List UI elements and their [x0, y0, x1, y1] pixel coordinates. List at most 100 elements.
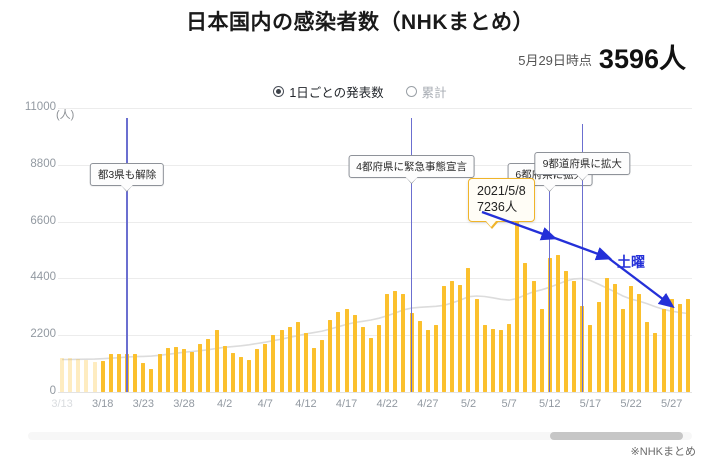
bar[interactable]: [393, 291, 398, 392]
bar[interactable]: [230, 353, 235, 392]
bar[interactable]: [507, 323, 512, 392]
bar[interactable]: [564, 270, 568, 392]
bar[interactable]: [466, 268, 471, 392]
bar[interactable]: [157, 353, 162, 392]
bar[interactable]: [645, 322, 650, 392]
bar[interactable]: [271, 335, 276, 392]
bar[interactable]: [368, 337, 373, 392]
bar[interactable]: [425, 330, 430, 392]
bar[interactable]: [401, 293, 406, 392]
bar[interactable]: [474, 299, 479, 392]
bar[interactable]: [450, 280, 455, 392]
bar[interactable]: [377, 324, 382, 392]
x-axis-tick: 4/17: [335, 398, 358, 410]
grid-line: [58, 108, 692, 109]
bar[interactable]: [181, 349, 186, 392]
bar[interactable]: [669, 299, 674, 392]
bar[interactable]: [498, 330, 503, 392]
bar[interactable]: [344, 309, 349, 392]
horizontal-scrollbar-track[interactable]: [28, 432, 692, 440]
bar[interactable]: [133, 353, 138, 392]
x-axis-tick: 3/23: [132, 398, 155, 410]
bar[interactable]: [433, 324, 438, 392]
bar[interactable]: [60, 357, 65, 392]
x-axis-tick: 4/22: [376, 398, 398, 410]
bar[interactable]: [279, 330, 284, 392]
bar[interactable]: [604, 278, 609, 392]
bar[interactable]: [303, 332, 308, 392]
bar[interactable]: [596, 301, 601, 392]
bar[interactable]: [572, 280, 577, 392]
bar[interactable]: [190, 351, 195, 392]
x-axis-tick: 4/27: [417, 398, 439, 410]
bar[interactable]: [287, 327, 292, 392]
bar[interactable]: [108, 353, 113, 392]
bar[interactable]: [685, 299, 690, 392]
saturday-label: 土曜: [617, 254, 645, 270]
bar[interactable]: [222, 345, 227, 392]
bar[interactable]: [612, 283, 617, 392]
bar[interactable]: [320, 340, 325, 392]
x-axis-tick: 3/13: [51, 398, 73, 410]
bar[interactable]: [555, 255, 560, 392]
event-vertical-line: [410, 118, 413, 392]
bar[interactable]: [482, 324, 487, 392]
bar[interactable]: [100, 361, 105, 392]
bar[interactable]: [629, 286, 634, 392]
bar[interactable]: [198, 344, 203, 392]
radio-cumulative[interactable]: 累計: [405, 82, 447, 101]
bar[interactable]: [68, 358, 73, 392]
bar[interactable]: [539, 309, 544, 392]
bar[interactable]: [214, 330, 219, 392]
bar[interactable]: [238, 357, 243, 392]
bar[interactable]: [336, 311, 341, 392]
bar[interactable]: [173, 346, 178, 392]
bar[interactable]: [312, 348, 317, 392]
total-summary: 5月29日時点 3596人: [518, 46, 686, 73]
bar[interactable]: [206, 339, 211, 392]
bar[interactable]: [149, 368, 154, 392]
bar[interactable]: [588, 324, 593, 392]
trend-line-path: [62, 277, 688, 361]
x-axis-tick: 5/27: [660, 398, 683, 410]
grid-line: [58, 278, 692, 280]
bar[interactable]: [677, 304, 682, 392]
bar[interactable]: [255, 349, 260, 392]
bar[interactable]: [523, 262, 528, 392]
bar[interactable]: [263, 344, 268, 392]
bar[interactable]: [141, 363, 146, 392]
axis-baseline: [58, 392, 692, 393]
chart-area: (人) 0 2200 4400 6600 8800 11000 3/13 3/18 3/23 3…: [0, 101, 720, 410]
bar[interactable]: [531, 280, 536, 392]
bar[interactable]: [116, 353, 121, 392]
bar[interactable]: [620, 309, 625, 392]
bar[interactable]: [295, 322, 300, 392]
bar[interactable]: [76, 359, 81, 392]
bar[interactable]: [637, 293, 642, 392]
x-axis-tick: 4/7: [257, 398, 273, 410]
bar[interactable]: [165, 348, 170, 392]
x-axis-tick: 3/18: [91, 398, 114, 410]
grid-line: [58, 335, 692, 337]
bar[interactable]: [352, 314, 357, 392]
bar[interactable]: [92, 362, 97, 392]
bar[interactable]: [442, 286, 447, 392]
bar[interactable]: [385, 293, 390, 392]
bar[interactable]: [417, 321, 422, 392]
bar[interactable]: [84, 360, 89, 392]
bar[interactable]: [360, 327, 365, 392]
x-axis-tick: 5/2: [460, 398, 477, 410]
x-axis-tick: 3/28: [173, 398, 195, 410]
x-axis-ticks: 3/13 3/18 3/23 3/28 4/2 4/7 4/12 4/17 4/22 4/27 5/…: [0, 398, 720, 414]
bar-highlighted[interactable]: [515, 205, 520, 392]
bar[interactable]: [490, 328, 495, 392]
event-callout: 都3県も解除: [89, 163, 165, 186]
radio-daily[interactable]: 1日ごとの発表数: [273, 82, 384, 101]
horizontal-scrollbar-thumb[interactable]: [550, 432, 683, 440]
bar[interactable]: [328, 319, 333, 392]
bar[interactable]: [247, 359, 251, 392]
bar[interactable]: [661, 309, 666, 392]
bar[interactable]: [653, 332, 658, 392]
bar[interactable]: [458, 284, 463, 392]
